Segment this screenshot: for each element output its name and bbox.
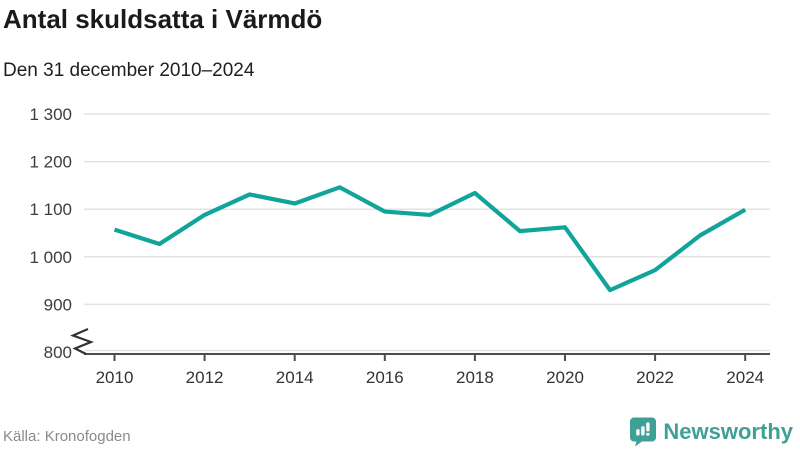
source-label: Källa: Kronofogden <box>3 428 131 445</box>
newsworthy-logo[interactable]: Newsworthy <box>629 416 793 447</box>
y-tick-label: 800 <box>44 343 72 362</box>
chart-title: Antal skuldsatta i Värmdö <box>3 4 323 34</box>
x-tick-label: 2018 <box>456 368 494 387</box>
data-line-series <box>113 185 747 293</box>
x-tick-label: 2022 <box>636 368 674 387</box>
chart-subtitle: Den 31 december 2010–2024 <box>3 60 255 81</box>
x-tick-label: 2016 <box>366 368 404 387</box>
x-tick-label: 2014 <box>276 368 314 387</box>
x-tick-label: 2020 <box>546 368 584 387</box>
y-tick-label: 1 200 <box>29 153 72 172</box>
y-tick-label: 1 100 <box>29 200 72 219</box>
y-axis-break-icon <box>70 327 95 355</box>
y-tick-label: 1 300 <box>29 105 72 124</box>
newsworthy-bubble-bar-chart-icon <box>630 417 657 447</box>
y-tick-label: 1 000 <box>29 248 72 267</box>
x-tick-label: 2024 <box>726 368 764 387</box>
y-tick-label: 900 <box>44 295 72 314</box>
x-tick-label: 2012 <box>186 368 224 387</box>
x-tick-label: 2010 <box>96 368 134 387</box>
brand-name: Newsworthy <box>663 418 793 444</box>
